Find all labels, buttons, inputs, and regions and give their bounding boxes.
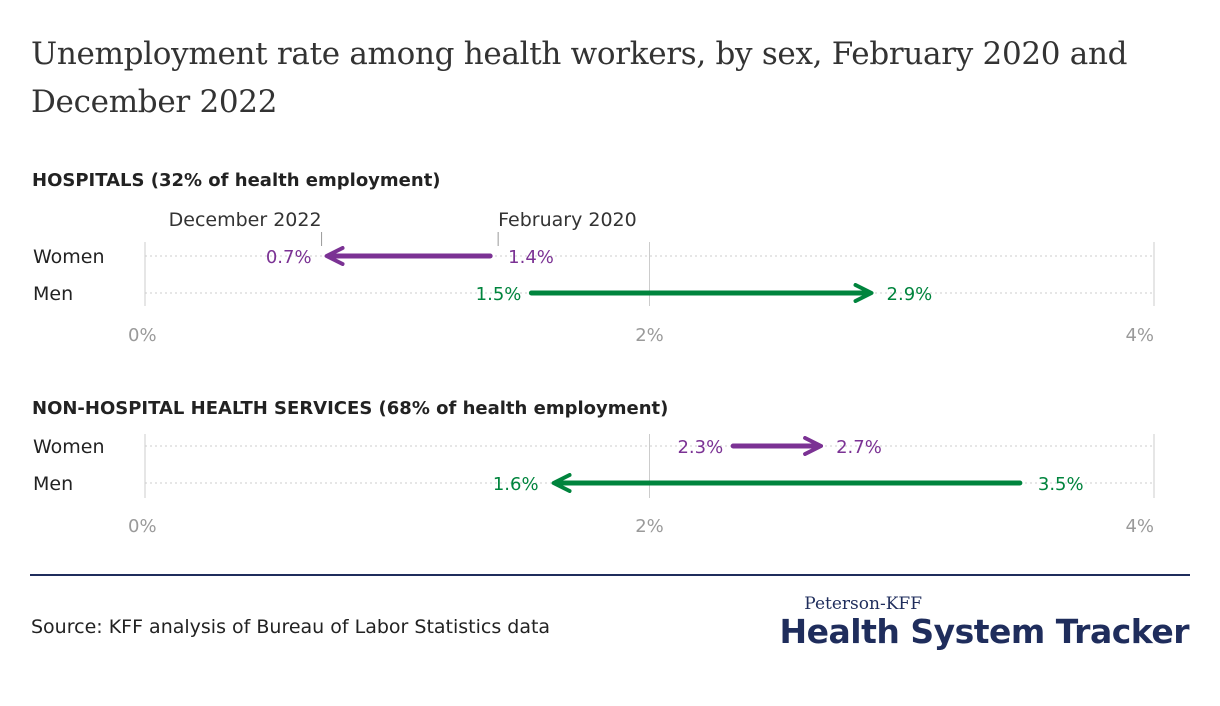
start-value-label: 3.5% (1038, 474, 1084, 495)
non-hospital-section-title: NON-HOSPITAL HEALTH SERVICES (68% of hea… (32, 398, 669, 419)
x-tick-label: 0% (128, 516, 157, 537)
end-value-label: 0.7% (266, 247, 312, 268)
end-value-label: 1.6% (493, 474, 539, 495)
non-hospital-chart: 0% 2% 4% Women 2.3% 2.7% Men 3.5% 1.6% (0, 424, 1220, 544)
start-value-label: 1.5% (476, 284, 522, 305)
end-value-label: 2.7% (836, 437, 882, 458)
hospitals-chart-svg: 0% 2% 4% Women 1.4% 0.7% Men 1.5% 2.9% December 2… (33, 209, 1155, 346)
x-tick-label: 4% (1125, 325, 1154, 346)
x-tick-label: 0% (128, 325, 157, 346)
x-tick-label: 2% (635, 516, 664, 537)
hospitals-chart: 0% 2% 4% Women 1.4% 0.7% Men 1.5% 2.9% December 2… (0, 196, 1220, 356)
start-value-label: 1.4% (508, 247, 554, 268)
non-hospital-chart-svg: 0% 2% 4% Women 2.3% 2.7% Men 3.5% 1.6% (33, 434, 1155, 537)
row-label-women: Women (33, 436, 105, 458)
logo-title: Health System Tracker (779, 612, 1190, 651)
end-value-label: 2.9% (887, 284, 933, 305)
end-annotation-label: December 2022 (169, 209, 322, 231)
row-label-women: Women (33, 246, 105, 268)
chart-title: Unemployment rate among health workers, … (31, 36, 1128, 120)
x-tick-label: 4% (1125, 516, 1154, 537)
hospitals-section-title: HOSPITALS (32% of health employment) (32, 170, 441, 191)
footer-divider (30, 574, 1190, 576)
source-note: Source: KFF analysis of Bureau of Labor … (31, 616, 551, 638)
start-annotation-label: February 2020 (498, 209, 637, 231)
logo-subtitle: Peterson-KFF (804, 594, 922, 614)
row-label-men: Men (33, 473, 73, 495)
start-value-label: 2.3% (677, 437, 723, 458)
row-label-men: Men (33, 283, 73, 305)
x-tick-label: 2% (635, 325, 664, 346)
